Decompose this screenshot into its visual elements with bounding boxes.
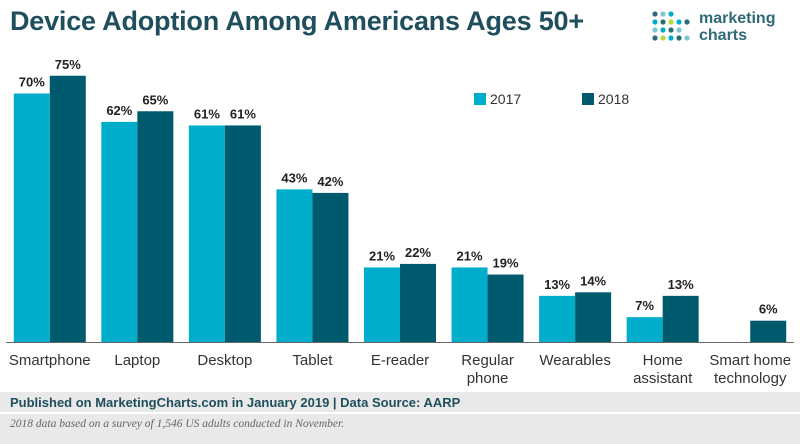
logo-wordmark: marketing charts <box>699 10 775 44</box>
x-tick-label: Desktop <box>197 352 252 369</box>
logo-dots-icon <box>652 11 690 41</box>
data-label-2018-desktop: 61% <box>230 106 256 121</box>
x-tick-label: E-reader <box>371 352 429 369</box>
x-tick-label: assistant <box>633 370 693 387</box>
x-tick-label: Smartphone <box>9 352 91 369</box>
bar-2017-regular-phone <box>451 267 488 342</box>
data-label-2017-desktop: 61% <box>194 106 220 121</box>
data-label-2017-laptop: 62% <box>106 103 132 118</box>
data-label-2017-regular-phone: 21% <box>457 248 483 263</box>
data-label-2018-tablet: 42% <box>317 174 343 189</box>
data-label-2017-wearables: 13% <box>544 277 570 292</box>
x-tick-label: Tablet <box>292 352 333 369</box>
data-label-2017-tablet: 43% <box>281 170 307 185</box>
bar-2018-regular-phone <box>487 274 524 342</box>
bar-2018-home-assistant <box>662 295 699 342</box>
x-tick-label: Smart home <box>709 352 791 369</box>
data-label-2018-home-assistant: 13% <box>668 277 694 292</box>
data-label-2017-e-reader: 21% <box>369 248 395 263</box>
bar-2017-smartphone <box>13 93 50 342</box>
legend-swatch-2018 <box>582 93 594 105</box>
bar-2017-home-assistant <box>626 317 663 342</box>
x-tick-label: Home <box>643 352 683 369</box>
bar-2017-laptop <box>101 121 138 343</box>
x-tick-label: phone <box>467 370 509 387</box>
bar-2017-e-reader <box>364 267 400 342</box>
data-label-2018-laptop: 65% <box>142 92 168 107</box>
bar-2018-smartphone <box>49 75 86 342</box>
legend-label-2017: 2017 <box>490 91 521 107</box>
bar-2018-desktop <box>224 125 261 342</box>
page-title: Device Adoption Among Americans Ages 50+ <box>10 6 584 36</box>
bar-2017-tablet <box>276 189 313 342</box>
logo-line-2: charts <box>699 27 748 44</box>
legend-swatch-2017 <box>474 93 486 105</box>
bar-2018-tablet <box>312 192 349 342</box>
data-label-2018-wearables: 14% <box>580 273 606 288</box>
x-tick-label: Regular <box>461 352 514 369</box>
data-label-2018-smartphone: 75% <box>55 60 81 72</box>
footer-note: 2018 data based on a survey of 1,546 US … <box>10 418 345 430</box>
bar-2017-wearables <box>539 295 576 342</box>
bar-2018-laptop <box>137 111 174 342</box>
bar-2018-e-reader <box>400 263 436 342</box>
footer-source: Published on MarketingCharts.com in Janu… <box>10 395 461 410</box>
bar-2018-smart-home-technology <box>750 320 787 342</box>
data-label-2018-regular-phone: 19% <box>493 256 519 271</box>
data-label-2017-home-assistant: 7% <box>635 298 654 313</box>
marketing-charts-logo[interactable]: marketing charts <box>651 10 791 50</box>
data-label-2018-smart-home-technology: 6% <box>759 302 778 317</box>
footer: Published on MarketingCharts.com in Janu… <box>0 392 800 444</box>
x-tick-label: Laptop <box>114 352 160 369</box>
logo-line-1: marketing <box>699 10 776 27</box>
footer-divider <box>0 412 800 414</box>
data-label-2018-e-reader: 22% <box>405 245 431 260</box>
legend-label-2018: 2018 <box>598 91 629 107</box>
bar-2018-wearables <box>575 292 612 342</box>
data-label-2017-smartphone: 70% <box>19 75 45 90</box>
bar-chart: 70% 75% Smartphone 62% 65% Laptop 61% 61% Deskto… <box>6 60 794 387</box>
x-tick-label: technology <box>714 370 787 387</box>
bar-2017-desktop <box>188 125 225 342</box>
x-tick-label: Wearables <box>539 352 610 369</box>
